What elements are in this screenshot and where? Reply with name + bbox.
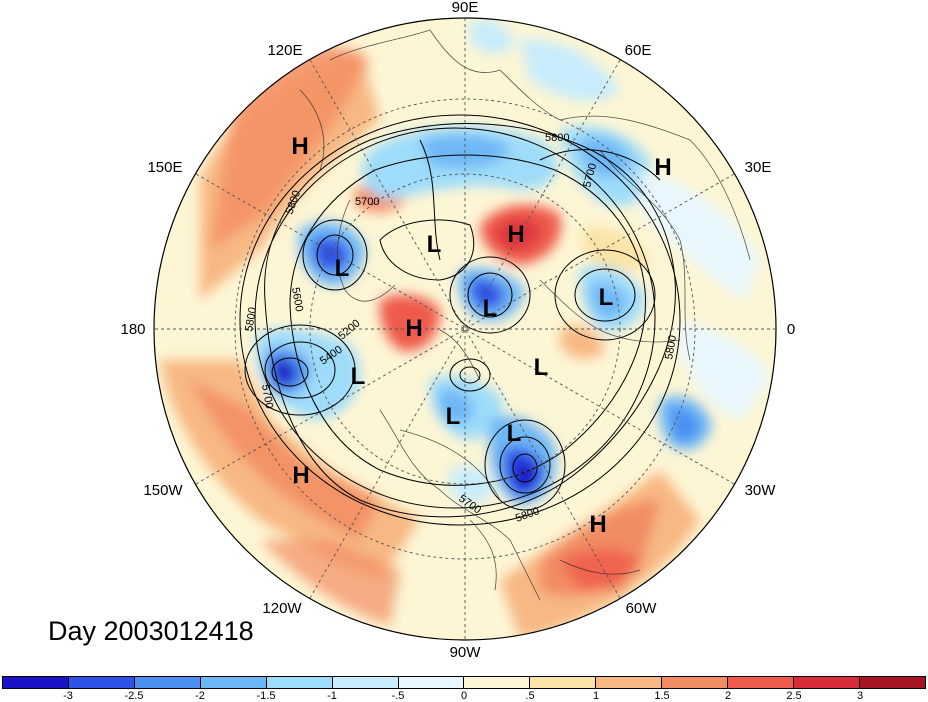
colorbar-labels: -3 -2.5 -2 -1.5 -1 -.5 0 .5 1 1.5 2 2.5 3 (2, 690, 926, 702)
colorbar-tick-label: 3 (856, 690, 864, 702)
colorbar-tick-label: -.5 (391, 690, 405, 702)
colorbar-tick-label: 0 (460, 690, 468, 702)
height-contours (239, 114, 681, 526)
lon-label-150w: 150W (143, 482, 183, 499)
contour-label: 5700 (355, 196, 379, 208)
lon-label-90w: 90W (450, 644, 482, 661)
colorbar-tick-label: -2.5 (124, 690, 144, 702)
map-border (153, 17, 777, 641)
high-center-east-pacific: H (292, 462, 309, 489)
lon-label-120e: 120E (267, 42, 302, 59)
high-center-beaufort: H (405, 315, 422, 342)
low-center-scandinavia: L (599, 284, 614, 311)
lon-label-30e: 30E (745, 159, 772, 176)
contour-label: 5800 (243, 306, 259, 332)
contour-label: 5800 (545, 132, 569, 144)
lon-label-0: 0 (787, 321, 795, 338)
colorbar-swatch (464, 677, 531, 688)
low-center-bering: L (351, 363, 366, 390)
colorbar-tick-label: .5 (525, 690, 535, 702)
high-center-west-pacific: H (291, 133, 308, 160)
colorbar-swatch (794, 677, 860, 688)
colorbar-tick-label: -2 (195, 690, 205, 702)
low-center-kara: L (483, 295, 498, 322)
lon-label-180: 180 (120, 321, 145, 338)
colorbar-tick-label: -1.5 (256, 690, 276, 702)
colorbar-swatch (530, 677, 597, 688)
lon-label-150e: 150E (147, 159, 182, 176)
colorbar-swatch (662, 677, 729, 688)
low-center-greenland: L (534, 354, 549, 381)
colorbar-tick-label: 1.5 (654, 690, 670, 702)
colorbar-tick-label: 2.5 (786, 690, 802, 702)
colorbar (2, 676, 926, 689)
colorbar-tick-label: -1 (327, 690, 337, 702)
lon-label-60w: 60W (626, 600, 658, 617)
colorbar-swatch (3, 677, 69, 688)
contour-label: 5800 (663, 334, 679, 360)
low-center-labrador: L (507, 420, 522, 447)
low-center-hudson: L (446, 403, 461, 430)
colorbar-swatch (596, 677, 663, 688)
high-center-atlantic: H (589, 511, 606, 538)
colorbar-swatch (332, 677, 399, 688)
colorbar-tick-label: 1 (592, 690, 600, 702)
lon-label-120w: 120W (262, 600, 302, 617)
lon-label-90e: 90E (452, 0, 479, 16)
colorbar-swatch (200, 677, 267, 688)
graticule (155, 18, 775, 640)
colorbar-tick-label: -3 (63, 690, 73, 702)
colorbar-swatch (398, 677, 465, 688)
pressure-centers: H L L H H L L H L L L L H H (291, 133, 671, 538)
colorbar-swatch (859, 677, 925, 688)
lon-label-60e: 60E (625, 42, 652, 59)
map-title: Day 2003012418 (48, 616, 254, 646)
colorbar-swatch (728, 677, 795, 688)
contour-label: 5700 (259, 383, 275, 409)
colorbar-swatch (68, 677, 135, 688)
colorbar-swatch (266, 677, 333, 688)
colorbar-swatch (134, 677, 201, 688)
high-center-arctic: H (507, 221, 524, 248)
contour-label: 5600 (289, 286, 305, 312)
lon-label-30w: 30W (745, 482, 777, 499)
low-center-east-siberia: L (335, 255, 350, 282)
colorbar-tick-label: 2 (724, 690, 732, 702)
low-center-siberia: L (427, 231, 442, 258)
high-center-europe: H (654, 154, 671, 181)
